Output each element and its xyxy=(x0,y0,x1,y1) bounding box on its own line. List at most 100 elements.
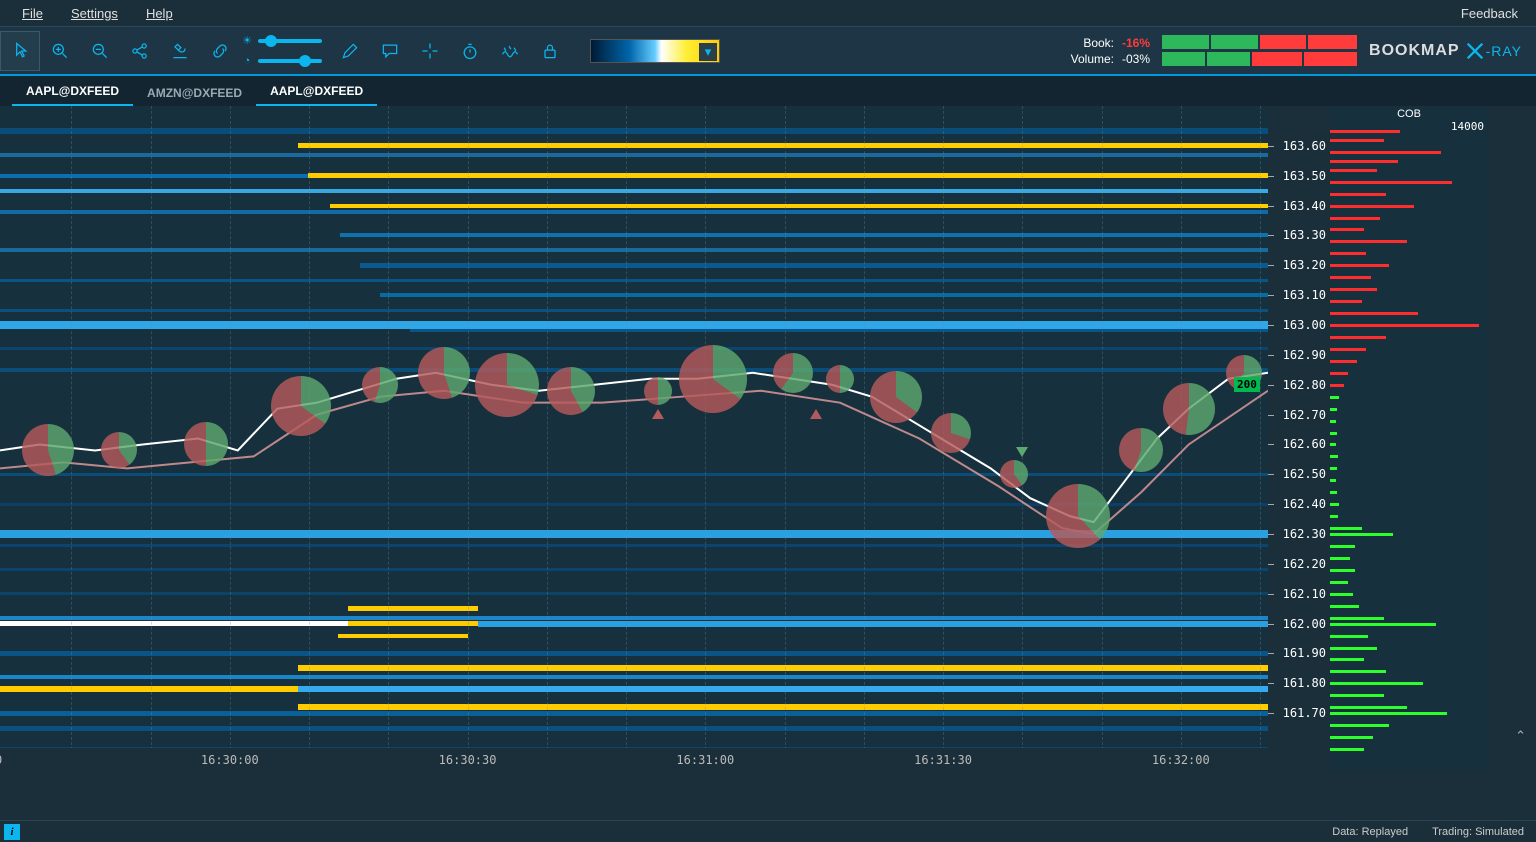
volume-dot xyxy=(418,347,470,399)
price-tick: 162.90 xyxy=(1283,348,1326,362)
contrast-sliders[interactable]: ☀ ◔ xyxy=(240,31,330,71)
price-tick: 163.50 xyxy=(1283,169,1326,183)
pencil-button[interactable] xyxy=(330,31,370,71)
stopwatch-button[interactable] xyxy=(450,31,490,71)
cob-bar xyxy=(1330,748,1364,751)
cob-title: COB xyxy=(1330,108,1488,120)
cob-bar xyxy=(1330,139,1384,142)
volume-dot xyxy=(271,376,331,436)
cob-bar xyxy=(1330,264,1389,267)
volume-dot xyxy=(826,365,854,393)
cob-bar xyxy=(1330,312,1418,315)
price-tick: 162.50 xyxy=(1283,467,1326,481)
time-tick: 16:32:00 xyxy=(1152,753,1210,767)
heatmap-legend[interactable]: ▾ xyxy=(590,39,720,63)
symbol-tabs: AAPL@DXFEEDAMZN@DXFEEDAAPL@DXFEED xyxy=(0,76,1536,106)
link-button[interactable] xyxy=(200,31,240,71)
waves-icon xyxy=(500,41,520,61)
cob-bar xyxy=(1330,569,1355,572)
price-tick: 162.30 xyxy=(1283,527,1326,541)
menubar: File Settings Help Feedback xyxy=(0,0,1536,26)
time-axis[interactable]: 29:3016:30:0016:30:3016:31:0016:31:3016:… xyxy=(0,748,1268,770)
cob-bar xyxy=(1330,300,1362,303)
cob-bar xyxy=(1330,617,1384,620)
price-tick: 162.20 xyxy=(1283,557,1326,571)
cob-bar xyxy=(1330,694,1384,697)
heatmap-canvas[interactable]: 200 xyxy=(0,106,1268,770)
volume-dot xyxy=(362,367,398,403)
chart-area[interactable]: 200 163.60163.50163.40163.30163.20163.10… xyxy=(0,106,1536,770)
price-tick: 163.00 xyxy=(1283,318,1326,332)
crosshair-icon xyxy=(420,41,440,61)
book-volume-meter xyxy=(1162,35,1357,66)
cob-bar xyxy=(1330,682,1423,685)
volume-dot xyxy=(1163,383,1215,435)
chat-icon xyxy=(380,41,400,61)
microscope-icon xyxy=(170,41,190,61)
tab-aapl@dxfeed[interactable]: AAPL@DXFEED xyxy=(256,77,377,106)
microscope-button[interactable] xyxy=(160,31,200,71)
book-label: Book: xyxy=(1071,36,1114,50)
volume-dot xyxy=(931,413,971,453)
price-tick: 163.60 xyxy=(1283,139,1326,153)
lock-button[interactable] xyxy=(530,31,570,71)
time-tick: 16:31:00 xyxy=(676,753,734,767)
feedback-link[interactable]: Feedback xyxy=(1451,2,1528,25)
cob-bar xyxy=(1330,545,1355,548)
marker-triangle xyxy=(810,409,822,419)
price-tick: 162.70 xyxy=(1283,408,1326,422)
cob-bar xyxy=(1330,533,1393,536)
cob-bar xyxy=(1330,670,1386,673)
price-tick: 163.10 xyxy=(1283,288,1326,302)
zoom-in-button[interactable] xyxy=(40,31,80,71)
collapse-chevron[interactable]: ⌃ xyxy=(1515,728,1526,744)
zoom-out-icon xyxy=(90,41,110,61)
zoom-out-button[interactable] xyxy=(80,31,120,71)
price-tick: 163.30 xyxy=(1283,228,1326,242)
cob-bar xyxy=(1330,205,1414,208)
price-tick: 161.90 xyxy=(1283,646,1326,660)
price-axis[interactable]: 163.60163.50163.40163.30163.20163.10163.… xyxy=(1268,106,1330,770)
price-tick: 161.80 xyxy=(1283,676,1326,690)
data-mode-label: Data: Replayed xyxy=(1320,826,1420,838)
cob-bar xyxy=(1330,658,1364,661)
pointer-icon xyxy=(10,41,30,61)
cob-bar xyxy=(1330,443,1336,446)
price-tick: 162.00 xyxy=(1283,617,1326,631)
share-button[interactable] xyxy=(120,31,160,71)
stopwatch-icon xyxy=(460,41,480,61)
meter-row xyxy=(1162,52,1357,66)
cob-bar xyxy=(1330,724,1389,727)
pointer-tool-button[interactable] xyxy=(0,31,40,71)
cob-bar xyxy=(1330,503,1339,506)
price-tick: 161.70 xyxy=(1283,706,1326,720)
cob-bar xyxy=(1330,736,1373,739)
cob-panel[interactable]: COB 14000 xyxy=(1330,106,1488,770)
waves-button[interactable] xyxy=(490,31,530,71)
time-tick: 16:31:30 xyxy=(914,753,972,767)
cob-bar xyxy=(1330,455,1338,458)
volume-value: -03% xyxy=(1122,52,1150,66)
time-tick: 16:30:30 xyxy=(439,753,497,767)
cob-bar xyxy=(1330,635,1368,638)
chat-button[interactable] xyxy=(370,31,410,71)
cob-bar xyxy=(1330,130,1400,133)
tab-amzn-dxfeed[interactable]: AMZN@DXFEED xyxy=(133,79,256,106)
menu-settings[interactable]: Settings xyxy=(57,2,132,25)
cob-bar xyxy=(1330,605,1359,608)
volume-dot xyxy=(1046,484,1110,548)
book-value: -16% xyxy=(1122,36,1150,50)
cob-bar xyxy=(1330,360,1357,363)
cob-bar xyxy=(1330,515,1338,518)
pencil-icon xyxy=(340,41,360,61)
cob-bar xyxy=(1330,151,1441,154)
volume-dot xyxy=(475,353,539,417)
crosshair-button[interactable] xyxy=(410,31,450,71)
info-icon[interactable]: i xyxy=(4,824,20,840)
cob-bar xyxy=(1330,348,1366,351)
time-tick: 16:30:00 xyxy=(201,753,259,767)
tab-aapl-dxfeed[interactable]: AAPL@DXFEED xyxy=(12,77,133,106)
cob-bar xyxy=(1330,581,1348,584)
menu-help[interactable]: Help xyxy=(132,2,187,25)
menu-file[interactable]: File xyxy=(8,2,57,25)
